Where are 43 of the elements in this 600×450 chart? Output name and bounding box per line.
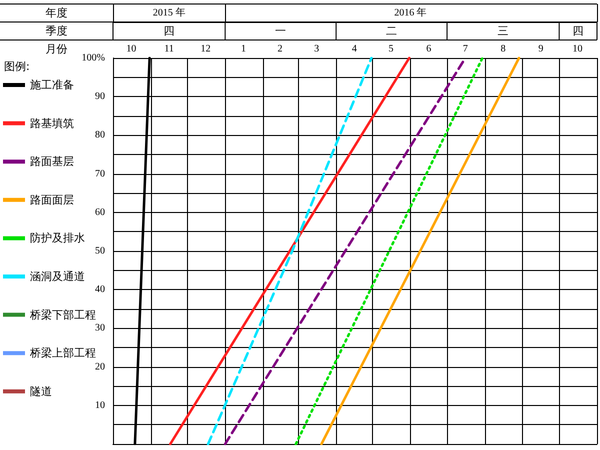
y-tick-label: 90 bbox=[95, 91, 105, 102]
x-tick-label: 5 bbox=[388, 44, 394, 54]
legend-label: 施工准备 bbox=[30, 78, 74, 92]
y-tick-label: 30 bbox=[95, 322, 105, 334]
x2-tick-label: 2015 年 bbox=[152, 6, 186, 18]
y-tick-label: 40 bbox=[95, 284, 105, 296]
x-tick-label: 3 bbox=[314, 44, 320, 54]
text: 三 bbox=[498, 24, 509, 38]
x-tick-label: 10 bbox=[572, 44, 582, 54]
legend-title: 图例: bbox=[4, 60, 30, 73]
y-tick-label: 80 bbox=[95, 130, 105, 141]
x-tick-label: 11 bbox=[164, 44, 174, 54]
text: 季度 bbox=[46, 24, 68, 38]
x-tick-label: 8 bbox=[500, 44, 506, 54]
x-tick-label: 7 bbox=[462, 44, 468, 54]
legend-label: 路面面层 bbox=[30, 193, 74, 206]
y-tick-label: 50 bbox=[95, 246, 105, 256]
legend-label: 涵洞及通道 bbox=[30, 270, 85, 283]
legend-label: 路基填筑 bbox=[30, 116, 74, 130]
text: 一 bbox=[275, 24, 286, 38]
x-tick-label: 4 bbox=[352, 44, 357, 54]
y-tick-label: 100% bbox=[82, 52, 105, 64]
x2-axis-title: 年度 bbox=[46, 6, 68, 20]
x-tick-label: 2 bbox=[278, 44, 283, 54]
x-tick-label: 10 bbox=[126, 44, 136, 54]
y-tick-label: 10 bbox=[95, 400, 105, 411]
x-tick-label: 12 bbox=[200, 44, 211, 54]
legend-label: 隧道 bbox=[30, 384, 52, 398]
legend-label: 防护及排水 bbox=[30, 232, 85, 245]
text: 四 bbox=[164, 24, 175, 38]
x-tick-label: 9 bbox=[538, 44, 544, 54]
y-tick-label: 70 bbox=[95, 168, 105, 180]
text: 四 bbox=[572, 24, 584, 38]
x-tick-label: 1 bbox=[240, 44, 246, 54]
x-tick-label: 6 bbox=[426, 44, 432, 54]
x2-tick-label: 2016 年 bbox=[394, 6, 427, 18]
y-tick-label: 60 bbox=[95, 206, 105, 218]
y-tick-label: 20 bbox=[95, 361, 105, 372]
x-axis-title: 月份 bbox=[46, 42, 68, 56]
text: 二 bbox=[386, 24, 398, 38]
legend-label: 桥梁下部工程 bbox=[29, 308, 96, 322]
legend-label: 桥梁上部工程 bbox=[29, 346, 96, 360]
legend-label: 路面基层 bbox=[30, 155, 74, 168]
